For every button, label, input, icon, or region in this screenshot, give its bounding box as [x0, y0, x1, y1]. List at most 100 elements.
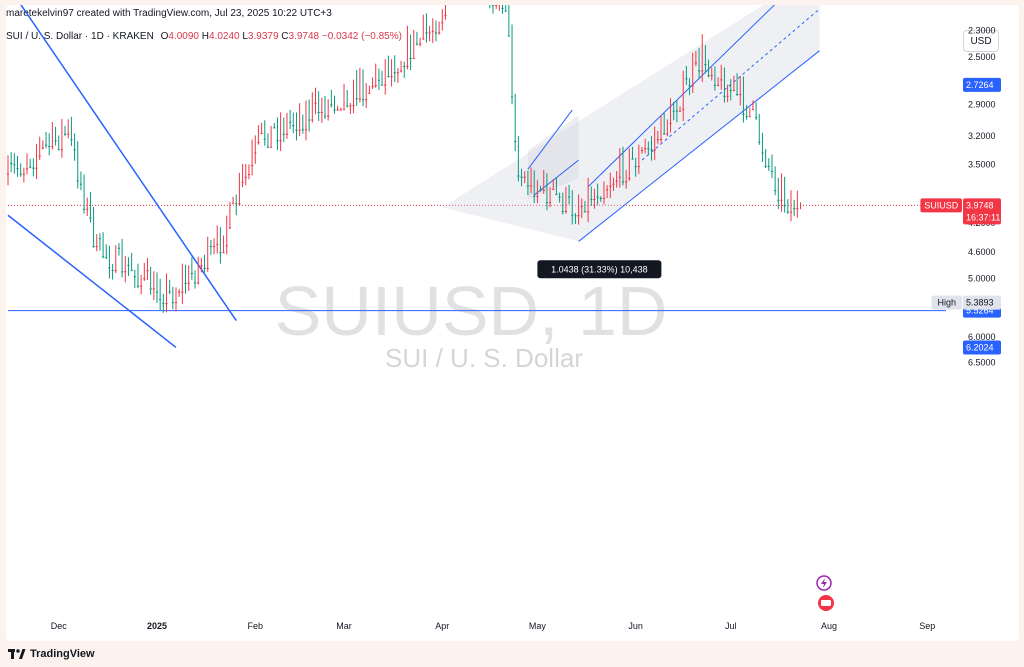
candle-body[interactable]	[732, 90, 736, 92]
candle-body[interactable]	[396, 72, 400, 74]
candle-body[interactable]	[181, 291, 184, 293]
candle-body[interactable]	[273, 127, 276, 129]
candle-body[interactable]	[523, 176, 526, 178]
candle-body[interactable]	[777, 199, 780, 201]
candle-body[interactable]	[48, 146, 51, 148]
candle-body[interactable]	[67, 133, 70, 135]
candle-body[interactable]	[755, 117, 758, 119]
candle-body[interactable]	[647, 148, 650, 150]
candle-body[interactable]	[38, 155, 41, 157]
candle-body[interactable]	[739, 94, 742, 96]
candle-body[interactable]	[228, 227, 231, 229]
candle-body[interactable]	[412, 58, 415, 60]
candle-body[interactable]	[736, 94, 739, 96]
candle-body[interactable]	[323, 115, 327, 117]
candle-body[interactable]	[51, 146, 54, 148]
candle-body[interactable]	[558, 196, 561, 198]
candle-body[interactable]	[590, 198, 593, 200]
candle-body[interactable]	[720, 79, 723, 81]
candle-body[interactable]	[415, 43, 419, 45]
candle-body[interactable]	[190, 272, 193, 274]
candle-body[interactable]	[533, 195, 536, 197]
candle-body[interactable]	[317, 111, 320, 113]
candle-body[interactable]	[526, 185, 529, 187]
candle-body[interactable]	[200, 265, 203, 267]
candle-body[interactable]	[615, 180, 618, 182]
currency-button[interactable]: USD	[963, 30, 999, 52]
candle-body[interactable]	[774, 190, 777, 192]
candle-body[interactable]	[41, 147, 44, 149]
candle-body[interactable]	[377, 79, 380, 81]
candle-body[interactable]	[73, 149, 76, 151]
candle-body[interactable]	[244, 176, 247, 178]
candle-body[interactable]	[434, 32, 438, 34]
candle-body[interactable]	[320, 111, 323, 113]
candle-body[interactable]	[79, 183, 83, 185]
candle-body[interactable]	[441, 22, 444, 24]
candle-body[interactable]	[701, 70, 704, 72]
candle-body[interactable]	[16, 168, 19, 170]
candle-body[interactable]	[399, 70, 403, 72]
candle-body[interactable]	[425, 32, 428, 34]
candle-body[interactable]	[342, 109, 346, 111]
candle-body[interactable]	[793, 208, 796, 210]
candle-body[interactable]	[171, 302, 174, 304]
candle-body[interactable]	[159, 299, 162, 301]
candle-body[interactable]	[270, 146, 273, 148]
candle-body[interactable]	[685, 78, 688, 80]
candle-body[interactable]	[602, 197, 606, 199]
candle-body[interactable]	[580, 205, 583, 207]
candle-body[interactable]	[187, 282, 190, 284]
candle-body[interactable]	[57, 149, 60, 151]
candle-body[interactable]	[70, 139, 73, 141]
candle-body[interactable]	[596, 196, 599, 198]
candle-body[interactable]	[621, 181, 625, 183]
candle-body[interactable]	[758, 141, 761, 143]
candle-body[interactable]	[162, 303, 165, 305]
candle-body[interactable]	[98, 238, 102, 240]
candle-body[interactable]	[659, 139, 663, 141]
candle-body[interactable]	[193, 282, 197, 284]
candle-body[interactable]	[694, 62, 697, 64]
candle-body[interactable]	[330, 104, 333, 106]
candle-body[interactable]	[152, 288, 155, 290]
candle-body[interactable]	[637, 166, 640, 168]
candle-body[interactable]	[95, 246, 98, 248]
candle-body[interactable]	[666, 133, 669, 135]
candle-body[interactable]	[60, 149, 63, 151]
candle-body[interactable]	[653, 149, 656, 151]
candle-body[interactable]	[640, 150, 644, 152]
candle-body[interactable]	[403, 65, 406, 67]
candle-body[interactable]	[514, 140, 517, 142]
candle-body[interactable]	[295, 129, 298, 131]
candle-body[interactable]	[260, 133, 263, 135]
candle-body[interactable]	[571, 214, 574, 216]
candle-body[interactable]	[10, 163, 13, 165]
candle-body[interactable]	[336, 109, 339, 111]
candle-body[interactable]	[609, 185, 612, 187]
candle-body[interactable]	[206, 268, 209, 270]
candle-body[interactable]	[292, 125, 295, 127]
candle-body[interactable]	[254, 152, 257, 154]
candle-body[interactable]	[542, 189, 545, 191]
candle-body[interactable]	[352, 105, 355, 107]
candle-body[interactable]	[311, 119, 314, 121]
candle-body[interactable]	[130, 270, 133, 272]
candle-body[interactable]	[710, 75, 713, 77]
candle-body[interactable]	[545, 202, 548, 204]
candle-body[interactable]	[63, 133, 67, 135]
candle-body[interactable]	[504, 10, 507, 12]
candle-body[interactable]	[491, 5, 495, 6]
candle-body[interactable]	[339, 109, 342, 111]
candle-body[interactable]	[691, 85, 694, 87]
candle-body[interactable]	[729, 90, 732, 92]
candle-body[interactable]	[355, 98, 358, 100]
candle-body[interactable]	[587, 211, 590, 213]
candle-body[interactable]	[561, 211, 564, 213]
candle-body[interactable]	[133, 276, 136, 278]
candle-body[interactable]	[431, 30, 434, 32]
candle-body[interactable]	[358, 98, 361, 100]
candle-body[interactable]	[257, 141, 260, 143]
candle-body[interactable]	[301, 129, 304, 131]
